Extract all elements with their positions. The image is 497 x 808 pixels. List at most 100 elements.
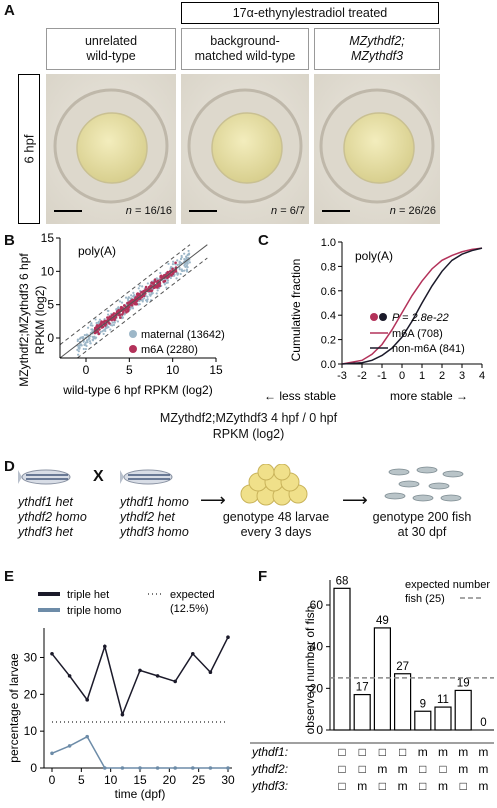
f-genotype-cell: m [478,762,488,776]
f-genotype-cell: □ [419,762,426,776]
parent1-line: ythdf3 het [18,525,73,539]
b-point-m6a [98,328,101,331]
c-pvalue: P = 2.8e-22 [392,312,449,324]
e-point-homo [120,766,125,770]
b-xtick-label: 10 [166,363,180,377]
b-point-maternal [120,301,124,304]
c-series-m6a [341,247,483,365]
f-ytick-label: 40 [310,640,324,654]
b-point-m6a [156,284,160,288]
f-genotype-cell: □ [399,745,406,759]
b-xtick-label: 0 [83,363,90,377]
cdf-plot-c: Cumulative fraction -3 -2 -1 0 1 2 3 4 0.0 0.2 0.4… [264,237,485,403]
e-ylabel: percentage of larvae [7,653,21,763]
b-legend-maternal-dot [129,330,137,338]
b-upper-bound [59,244,191,346]
f-genotype-cell: m [398,779,408,793]
f-genotype-cell: □ [419,779,426,793]
f-bar [454,689,472,731]
b-ytick-label: 10 [41,264,55,278]
b-xlabel: wild-type 6 hpf RPKM (log2) [62,383,212,397]
f-genotype-label: ythdf3: [251,779,288,793]
fish-school-icon [384,466,464,502]
e-point-het [173,679,177,684]
b-point-maternal [91,324,94,327]
f-bar [414,710,432,731]
b-point-maternal [178,263,181,266]
b-point-maternal [84,347,88,351]
f-genotype-cell: m [438,745,448,759]
b-point-maternal [132,294,135,297]
e-point-het [85,698,89,702]
c-ytick-label: 0.4 [321,310,336,322]
b-point-maternal [130,294,133,297]
scatter-plot-b: MZythdf2;MZythdf3 6 hpf RPKM (log2) 0 5 10… [17,231,225,397]
cross-symbol: X [93,468,104,485]
step2-line: genotype 200 fish [372,510,472,524]
e-legend-het: triple het [67,589,109,601]
e-ytick-label: 10 [24,724,38,738]
column-2-line1: background- [210,34,280,48]
b-point-maternal [179,272,182,276]
f-bar [333,587,351,731]
b-lower-bound [77,257,208,359]
f-legend-line1: expected number [405,579,490,591]
column-3-line1: MZythdf2; [349,34,405,48]
f-genotype-cell: □ [359,762,366,776]
n-count-3: n = 26/26 [389,205,436,217]
c-xlabel-line1: MZythdf2;MZythdf3 4 hpf / 0 hpf [159,411,338,425]
c-ytick-label: 0.2 [321,335,336,347]
c-annotation: poly(A) [355,249,393,263]
b-annotation: poly(A) [78,244,116,258]
parent1-genotype: ythdf1 het ythdf2 homo ythdf3 het [18,495,87,540]
c-ytick-label: 0.0 [321,359,336,371]
larvae-cluster-icon [240,464,308,506]
b-point-maternal [146,282,149,285]
b-point-maternal [171,263,175,266]
f-genotype-cell: □ [359,745,366,759]
f-bar-label: 17 [356,682,369,694]
e-ticks: 0 5 10 15 20 25 30 0 10 20 30 [24,650,235,787]
b-point-m6a [150,289,154,292]
b-point-maternal [183,252,186,255]
b-point-m6a [137,292,141,296]
b-point-maternal [185,265,188,268]
b-point-maternal [112,323,116,327]
b-ylabel-line1: MZythdf2;MZythdf3 6 hpf [17,253,31,387]
b-point-maternal [178,260,181,263]
c-pval-dot-black [379,313,387,321]
b-xtick-label: 15 [209,363,223,377]
c-ytick-label: 0.6 [321,286,336,298]
b-point-m6a [150,281,153,285]
b-point-maternal [113,321,116,324]
f-genotype-cell: m [478,779,488,793]
bar-chart-f: expected number fish (25) observed numbe… [250,575,494,793]
c-xtick-label: 2 [439,370,445,382]
b-point-m6a [158,282,162,285]
b-point-maternal [178,268,181,271]
b-point-maternal [76,348,79,352]
b-point-maternal [141,285,144,288]
b-point-maternal [121,315,124,318]
column-3-line2: MZythdf3 [350,49,404,63]
c-xtick-label: -1 [377,370,387,382]
f-genotype-cell: m [478,745,488,759]
b-point-maternal [137,287,140,290]
c-xlabel: MZythdf2;MZythdf3 4 hpf / 0 hpf RPKM (lo… [0,410,497,442]
b-point-maternal [83,343,86,346]
e-point-het [50,651,54,656]
parent2-line: ythdf3 homo [120,525,189,539]
c-arrow-left: ← less stable [264,389,336,403]
b-point-m6a [100,320,103,323]
b-point-maternal [165,281,168,284]
e-point-homo [155,766,160,770]
b-ylabel-line2: RPKM (log2) [33,286,47,355]
f-bar-label: 19 [457,677,470,689]
arrow-icon: ⟶ [342,490,368,510]
n-value-1: 16/16 [144,205,172,217]
e-point-het [191,651,195,656]
b-point-maternal [165,286,168,289]
f-legend-line2: fish (25) [405,593,445,605]
b-point-maternal [77,353,80,356]
n-count-1: n = 16/16 [125,205,172,217]
